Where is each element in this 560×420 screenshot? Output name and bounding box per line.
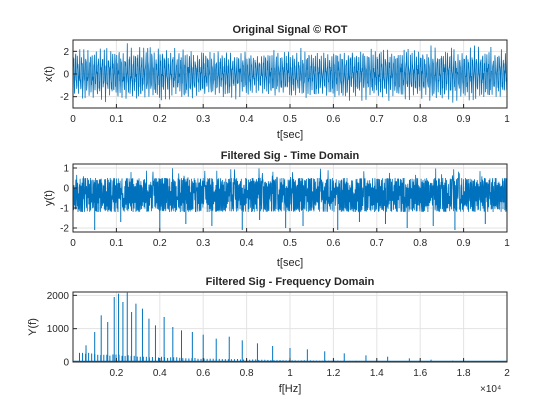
x-tick-label: 1.2	[326, 368, 340, 379]
y-tick-label: 0	[63, 184, 69, 195]
y-tick-label: 0	[63, 70, 69, 81]
x-tick-label: 0.8	[413, 114, 427, 125]
x-tick-label: 1	[287, 368, 293, 379]
x-tick-label: 0.8	[413, 238, 427, 249]
x-tick-label: 0.5	[283, 114, 297, 125]
x-tick-label: 0.6	[326, 238, 340, 249]
x-tick-label: 1.4	[370, 368, 384, 379]
x-tick-label: 0.1	[109, 238, 123, 249]
x-tick-label: 0.4	[153, 368, 167, 379]
x-tick-label: 0.5	[283, 238, 297, 249]
signal-line	[72, 168, 508, 213]
y-axis-label: Y(f)	[27, 318, 39, 336]
x-axis-label: f[Hz]	[279, 383, 302, 395]
x-tick-label: 0	[70, 114, 76, 125]
x-tick-label: 0.7	[370, 238, 384, 249]
x-tick-label: 1.6	[413, 368, 427, 379]
chart-title: Original Signal © ROT	[232, 24, 347, 36]
panel-filtered-time: Filtered Sig - Time Domain 0 0.1 0.2 0.3 0.4…	[43, 150, 510, 269]
x-tick-label: 0.9	[457, 238, 471, 249]
chart-title: Filtered Sig - Time Domain	[221, 150, 360, 162]
x-tick-label: 0.8	[240, 368, 254, 379]
panel-filtered-frequency: Filtered Sig - Frequency Domain 0.2 0.4 0.…	[27, 276, 510, 395]
x-axis-multiplier: ×10⁴	[480, 384, 501, 395]
y-tick-label: 0	[63, 358, 69, 369]
signal-trace	[72, 43, 508, 103]
x-tick-label: 1.8	[457, 368, 471, 379]
x-tick-label: 0.3	[196, 238, 210, 249]
x-tick-label: 0.2	[153, 114, 167, 125]
x-tick-label: 0.9	[457, 114, 471, 125]
x-tick-label: 1	[504, 114, 510, 125]
x-tick-label: 0.7	[370, 114, 384, 125]
x-tick-label: 0.2	[153, 238, 167, 249]
x-tick-label: 0.6	[326, 114, 340, 125]
panel-original-signal: Original Signal © ROT 0 0.1 0.2 0.3 0.4 0.5 0.…	[43, 24, 510, 141]
x-tick-label: 2	[504, 368, 510, 379]
x-axis-label: t[sec]	[277, 129, 303, 141]
y-axis-label: x(t)	[43, 66, 55, 82]
x-tick-label: 1	[504, 238, 510, 249]
y-tick-label: 2000	[47, 291, 70, 302]
signal-line	[72, 43, 508, 103]
x-tick-label: 0	[70, 238, 76, 249]
chart-title: Filtered Sig - Frequency Domain	[206, 276, 375, 288]
y-tick-label: -1	[60, 204, 69, 215]
x-tick-label: 0.4	[240, 238, 254, 249]
y-tick-label: 1	[63, 164, 69, 175]
x-tick-label: 0.2	[109, 368, 123, 379]
signal-trace	[72, 168, 508, 230]
y-tick-label: -2	[60, 92, 69, 103]
x-tick-label: 0.4	[240, 114, 254, 125]
x-tick-label: 0.1	[109, 114, 123, 125]
x-axis-label: t[sec]	[277, 257, 303, 269]
y-tick-label: 1000	[47, 324, 70, 335]
y-tick-label: 2	[63, 47, 69, 58]
y-axis-label: y(t)	[43, 190, 55, 206]
x-tick-label: 0.3	[196, 114, 210, 125]
x-tick-label: 0.6	[196, 368, 210, 379]
y-tick-label: -2	[60, 224, 69, 235]
